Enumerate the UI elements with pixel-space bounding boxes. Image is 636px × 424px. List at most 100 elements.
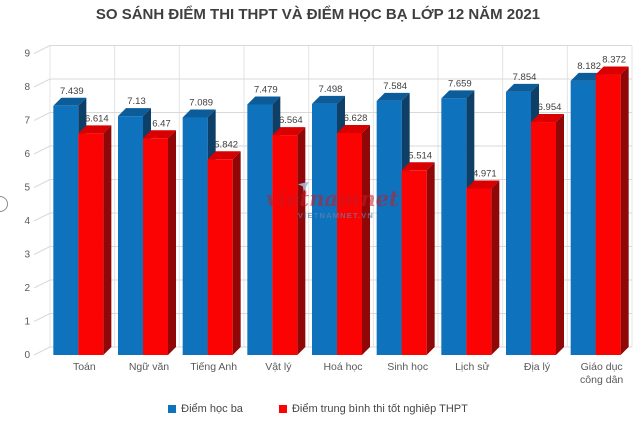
- bar-hoc-ba-6: [441, 98, 467, 356]
- legend-swatch-blue: [168, 405, 177, 413]
- grid-diagonal-connector: [33, 279, 51, 289]
- bar-top-face: [506, 83, 539, 92]
- bar-thi-thpt-3: [272, 135, 298, 355]
- bar-top-face: [53, 97, 87, 106]
- bar-data-label: 7.089: [189, 98, 213, 109]
- bar-thi-thpt-6: [466, 188, 492, 355]
- y-axis-tick-label: 3: [24, 250, 30, 261]
- bar-top-face: [376, 92, 410, 101]
- bar-top-face: [466, 180, 500, 189]
- grid-diagonal-connector: [33, 145, 51, 155]
- bar-data-label: 5.842: [214, 139, 238, 150]
- bar-top-face: [182, 109, 216, 118]
- bar-top-face: [531, 114, 564, 123]
- grid-diagonal-connector: [33, 179, 51, 188]
- bar-top-face: [337, 124, 370, 133]
- bar-side-face: [362, 124, 370, 355]
- legend-label: Điểm trung bình thi tốt nghiêp THPT: [291, 403, 468, 415]
- bar-top-face: [401, 162, 435, 171]
- bar-data-label: 7.498: [319, 84, 343, 95]
- bar-top-face: [247, 96, 281, 105]
- bar-data-label: 5.514: [408, 150, 432, 161]
- x-axis-category-label: Lịch sử: [455, 361, 490, 373]
- bar-top-face: [441, 90, 475, 99]
- bar-data-label: 7.659: [448, 78, 472, 89]
- bar-hoc-ba-2: [182, 117, 208, 356]
- bar-top-face: [570, 72, 604, 81]
- bar-hoc-ba-1: [118, 116, 143, 356]
- y-axis-tick-label: 5: [24, 183, 30, 194]
- x-axis-category-label: Vật lý: [265, 361, 292, 373]
- chart-legend: Điểm học ba Điểm trung bình thi tốt nghiê…: [0, 403, 636, 415]
- bar-data-label: 7.13: [127, 96, 146, 107]
- y-axis-tick-label: 6: [24, 149, 30, 160]
- bar-thi-thpt-1: [143, 138, 168, 355]
- bar-side-face: [491, 180, 500, 355]
- y-axis-tick-label: 2: [24, 283, 30, 294]
- bar-side-face: [556, 114, 564, 355]
- y-axis-tick-label: 4: [24, 216, 30, 227]
- chart-title: SO SÁNH ĐIỂM THI THPT VÀ ĐIỂM HỌC BẠ LỚP…: [95, 6, 541, 23]
- bar-data-label: 8.372: [602, 55, 626, 66]
- bar-thi-thpt-2: [207, 159, 233, 355]
- bar-data-label: 8.182: [577, 61, 601, 72]
- grid-diagonal-connector: [33, 78, 51, 88]
- bar-side-face: [620, 66, 629, 356]
- bar-data-label: 6.954: [538, 102, 562, 113]
- y-axis-tick-label: 0: [24, 350, 30, 361]
- bar-top-face: [595, 66, 629, 75]
- bar-side-face: [297, 127, 306, 355]
- bar-hoc-ba-3: [247, 104, 273, 356]
- bar-data-label: 7.479: [254, 84, 278, 95]
- bar-data-label: 7.584: [383, 81, 407, 92]
- grid-diagonal-connector: [33, 246, 51, 255]
- bar-side-face: [426, 162, 435, 355]
- x-axis-category-label: Hoá học: [323, 361, 363, 373]
- bar-data-label: 4.971: [473, 168, 497, 179]
- bar-hoc-ba-4: [312, 103, 337, 355]
- y-axis-tick-label: 1: [24, 317, 30, 328]
- bar-side-face: [232, 151, 241, 355]
- x-axis-category-label: Địa lý: [523, 361, 551, 373]
- grid-diagonal-connector: [33, 346, 51, 356]
- bar-top-face: [207, 151, 241, 160]
- bar-side-face: [103, 125, 112, 355]
- bar-thi-thpt-4: [337, 132, 362, 355]
- bar-hoc-ba-8: [570, 80, 596, 355]
- x-axis-category-label: Toán: [72, 361, 96, 373]
- grid-diagonal-connector: [33, 313, 51, 322]
- x-axis-category-label: Giáo dục công dân: [580, 361, 624, 386]
- bar-top-face: [312, 95, 345, 104]
- bar-data-label: 6.564: [279, 115, 303, 126]
- legend-item: Điểm trung bình thi tốt nghiêp THPT: [278, 403, 468, 415]
- bar-thi-thpt-7: [531, 122, 556, 355]
- y-axis-tick-label: 8: [24, 82, 30, 93]
- legend-item: Điểm học ba: [168, 403, 243, 415]
- bar-top-face: [143, 130, 176, 139]
- bar-data-label: 6.47: [152, 118, 171, 129]
- y-axis-tick-label: 7: [24, 116, 30, 127]
- grid-diagonal-connector: [33, 212, 51, 222]
- bar-top-face: [118, 108, 151, 117]
- bar-data-label: 7.854: [513, 72, 537, 83]
- y-axis-tick-label: 9: [24, 49, 30, 60]
- bar-hoc-ba-7: [506, 91, 531, 356]
- bar-data-label: 6.614: [85, 113, 109, 124]
- bar-top-face: [272, 127, 306, 136]
- grid-diagonal-connector: [33, 112, 51, 121]
- bar-side-face: [168, 130, 176, 355]
- bar-thi-thpt-8: [595, 74, 621, 356]
- bar-hoc-ba-0: [53, 105, 79, 355]
- x-axis-category-label: Sinh học: [387, 361, 429, 373]
- legend-label: Điểm học ba: [181, 403, 243, 415]
- bar-thi-thpt-0: [78, 133, 104, 355]
- legend-swatch-red: [278, 405, 287, 413]
- x-axis-category-label: Ngữ văn: [128, 361, 170, 373]
- bar-thi-thpt-5: [401, 170, 427, 355]
- bar-top-face: [78, 125, 112, 134]
- grid-diagonal-connector: [33, 45, 51, 54]
- x-axis-category-label: Tiếng Anh: [190, 361, 238, 373]
- bar-hoc-ba-5: [376, 100, 402, 355]
